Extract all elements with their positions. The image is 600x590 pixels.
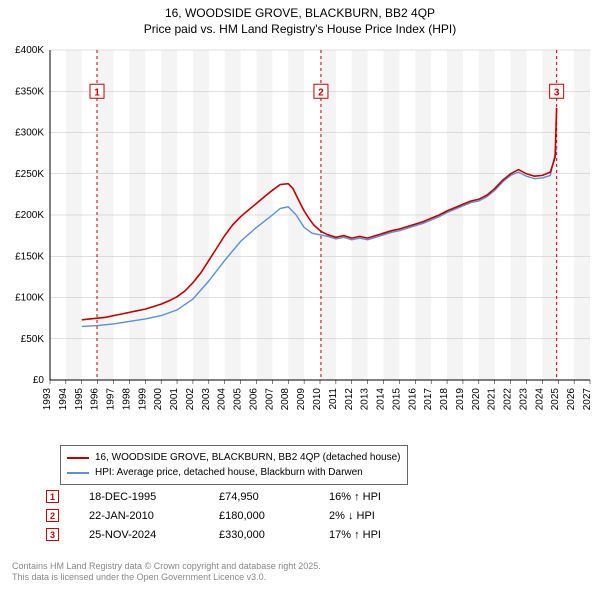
title-block: 16, WOODSIDE GROVE, BLACKBURN, BB2 4QP P…: [0, 0, 600, 36]
event-price: £330,000: [219, 529, 299, 541]
svg-text:2017: 2017: [423, 388, 434, 411]
attribution: Contains HM Land Registry data © Crown c…: [12, 561, 321, 584]
svg-text:1998: 1998: [121, 388, 132, 411]
legend-label: 16, WOODSIDE GROVE, BLACKBURN, BB2 4QP (…: [95, 450, 401, 465]
svg-text:2005: 2005: [233, 388, 244, 411]
legend-label: HPI: Average price, detached house, Blac…: [95, 465, 363, 480]
svg-text:£0: £0: [33, 375, 45, 386]
event-marker: 3: [46, 528, 59, 541]
svg-text:£50K: £50K: [21, 334, 45, 345]
legend-swatch: [67, 457, 89, 459]
svg-text:2009: 2009: [296, 388, 307, 411]
svg-text:2024: 2024: [534, 388, 545, 411]
svg-text:1993: 1993: [42, 388, 53, 411]
chart-svg: £0 £50K £100K £150K £200K £250K £300K £350K £400…: [0, 40, 600, 440]
svg-text:2004: 2004: [217, 388, 228, 411]
svg-text:2015: 2015: [391, 388, 402, 411]
svg-text:£100K: £100K: [15, 293, 44, 304]
svg-text:2011: 2011: [328, 388, 339, 410]
svg-text:2008: 2008: [280, 388, 291, 411]
svg-text:2010: 2010: [312, 388, 323, 411]
event-marker: 2: [46, 509, 59, 522]
svg-text:2002: 2002: [185, 388, 196, 411]
event-date: 25-NOV-2024: [89, 529, 189, 541]
attribution-line-1: Contains HM Land Registry data © Crown c…: [12, 561, 321, 573]
svg-text:£150K: £150K: [15, 251, 44, 262]
svg-text:2018: 2018: [439, 388, 450, 411]
svg-text:2006: 2006: [248, 388, 259, 411]
svg-text:2022: 2022: [503, 388, 514, 411]
svg-text:1997: 1997: [106, 388, 117, 411]
title-line-2: Price paid vs. HM Land Registry's House …: [0, 22, 600, 36]
chart-area: £0 £50K £100K £150K £200K £250K £300K £350K £400…: [0, 40, 600, 440]
title-line-1: 16, WOODSIDE GROVE, BLACKBURN, BB2 4QP: [0, 6, 600, 20]
svg-text:1994: 1994: [58, 388, 69, 411]
legend-row: HPI: Average price, detached house, Blac…: [67, 465, 401, 480]
svg-text:2007: 2007: [264, 388, 275, 411]
event-diff: 17% ↑ HPI: [329, 529, 419, 541]
event-price: £74,950: [219, 491, 299, 503]
svg-text:2023: 2023: [518, 388, 529, 411]
event-diff: 2% ↓ HPI: [329, 510, 419, 522]
svg-text:2021: 2021: [487, 388, 498, 411]
event-row: 3 25-NOV-2024 £330,000 17% ↑ HPI: [46, 528, 419, 541]
event-row: 2 22-JAN-2010 £180,000 2% ↓ HPI: [46, 509, 419, 522]
svg-text:£300K: £300K: [15, 128, 44, 139]
legend: 16, WOODSIDE GROVE, BLACKBURN, BB2 4QP (…: [60, 445, 408, 485]
svg-text:2000: 2000: [153, 388, 164, 411]
legend-row: 16, WOODSIDE GROVE, BLACKBURN, BB2 4QP (…: [67, 450, 401, 465]
svg-text:2001: 2001: [169, 388, 180, 411]
events-table: 1 18-DEC-1995 £74,950 16% ↑ HPI 2 22-JAN-2010…: [46, 490, 419, 547]
svg-text:2027: 2027: [582, 388, 593, 411]
svg-text:2012: 2012: [344, 388, 355, 411]
event-price: £180,000: [219, 510, 299, 522]
event-date: 18-DEC-1995: [89, 491, 189, 503]
event-diff: 16% ↑ HPI: [329, 491, 419, 503]
svg-text:1995: 1995: [74, 388, 85, 411]
svg-text:2013: 2013: [360, 388, 371, 411]
event-row: 1 18-DEC-1995 £74,950 16% ↑ HPI: [46, 490, 419, 503]
svg-text:2019: 2019: [455, 388, 466, 411]
chart-container: 16, WOODSIDE GROVE, BLACKBURN, BB2 4QP P…: [0, 0, 600, 590]
svg-text:2016: 2016: [407, 388, 418, 411]
svg-text:1999: 1999: [137, 388, 148, 411]
svg-text:£350K: £350K: [15, 86, 44, 97]
svg-text:2020: 2020: [471, 388, 482, 411]
attribution-line-2: This data is licensed under the Open Gov…: [12, 572, 321, 584]
svg-text:2025: 2025: [550, 388, 561, 411]
svg-text:1: 1: [94, 87, 100, 98]
svg-text:2003: 2003: [201, 388, 212, 411]
svg-text:1996: 1996: [90, 388, 101, 411]
svg-text:2014: 2014: [376, 388, 387, 411]
svg-text:£400K: £400K: [15, 45, 44, 56]
legend-swatch: [67, 472, 89, 474]
svg-text:£250K: £250K: [15, 169, 44, 180]
svg-text:2: 2: [318, 87, 324, 98]
svg-text:3: 3: [554, 87, 560, 98]
event-date: 22-JAN-2010: [89, 510, 189, 522]
svg-text:£200K: £200K: [15, 210, 44, 221]
svg-text:2026: 2026: [566, 388, 577, 411]
event-marker: 1: [46, 490, 59, 503]
